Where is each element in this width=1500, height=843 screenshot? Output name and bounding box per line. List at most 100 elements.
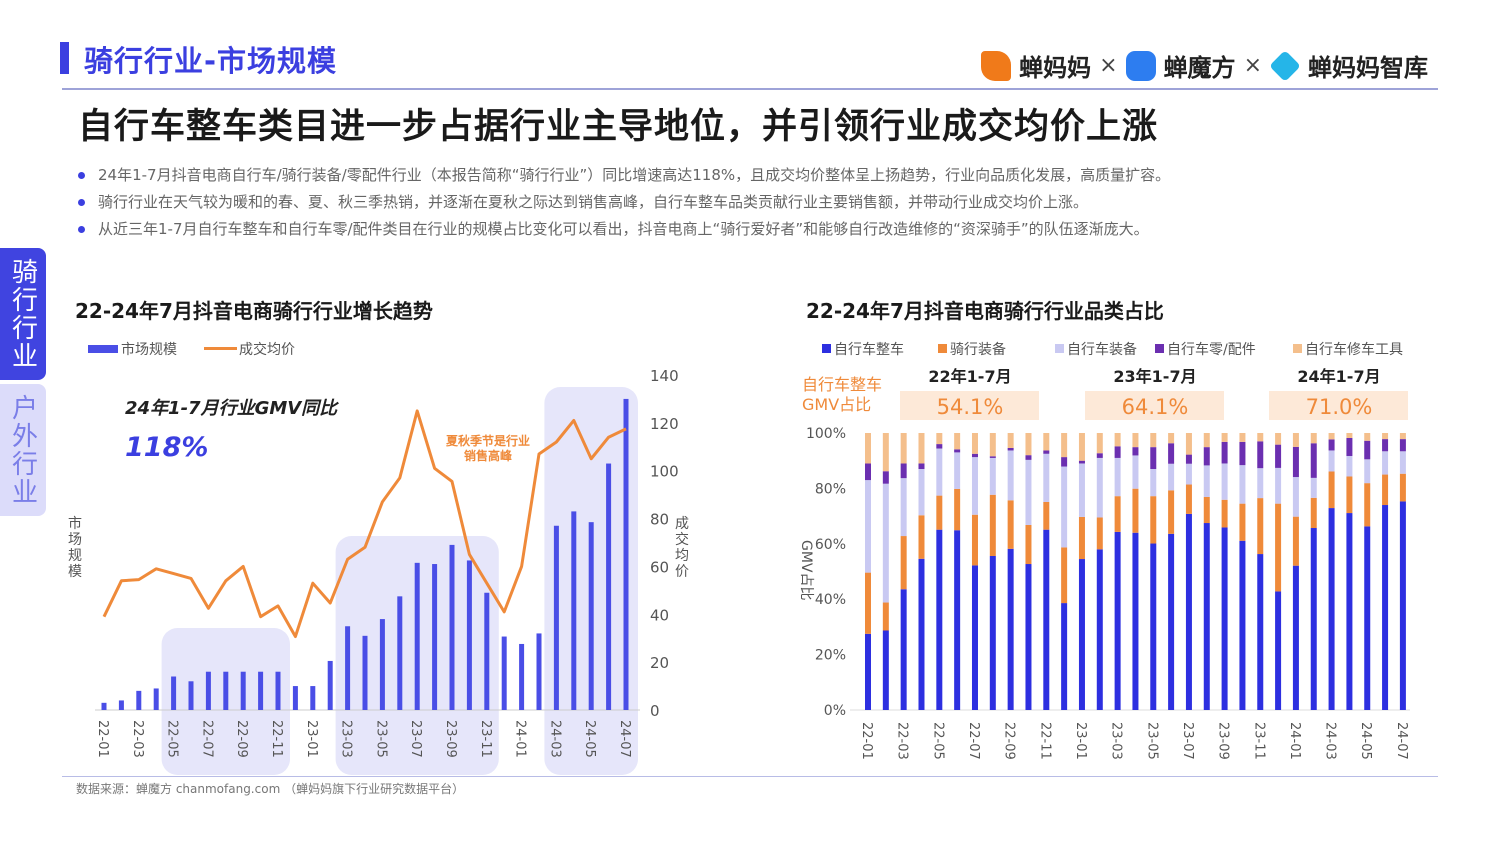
y-tick-label: 80%: [815, 481, 846, 497]
summary-label: 自行车整车: [802, 375, 882, 394]
side-tab-cycling[interactable]: 骑行行业: [0, 248, 46, 380]
y-axis-label-right: 交: [675, 531, 689, 548]
x-tick-label: 23-05: [1144, 722, 1159, 760]
growth-trend-chart: 0 20 40 60 80 100 120 140 22-01 22-03 22-05 22-07 22…: [68, 341, 689, 775]
x-tick-label: 22-03: [130, 720, 145, 758]
stacked-bar-segment: [1275, 444, 1282, 468]
stacked-bar-segment: [1025, 564, 1032, 710]
stacked-bar-segment: [1292, 446, 1299, 478]
y-axis-label-right: 价: [675, 564, 689, 580]
stacked-bar-segment: [1096, 453, 1103, 458]
stacked-bar-segment: [1025, 459, 1032, 525]
stacked-bar-segment: [1239, 433, 1246, 442]
stacked-bar-segment: [1043, 433, 1050, 451]
legend-label: 自行车装备: [1067, 341, 1137, 358]
stacked-bar-segment: [1239, 503, 1246, 541]
stacked-bar-segment: [865, 572, 871, 634]
stacked-bar-segment: [1275, 591, 1282, 710]
stacked-bar-segment: [1364, 459, 1371, 484]
stacked-bar-segment: [1061, 603, 1068, 710]
x-tick-label: 23-09: [1216, 722, 1231, 760]
y-axis-label-left: 场: [68, 532, 82, 548]
stacked-bar-segment: [936, 495, 943, 530]
stacked-bar-segment: [1132, 532, 1139, 710]
stacked-bar-segment: [1221, 527, 1228, 710]
gmv-callout-label: 24年1-7月行业GMV同比: [125, 398, 339, 419]
stacked-bar-segment: [1382, 505, 1389, 710]
stacked-bar-segment: [1096, 457, 1103, 518]
stacked-bar-segment: [1328, 508, 1335, 710]
bar-market-size: [449, 544, 455, 710]
right-chart-title: 22-24年7月抖音电商骑行行业品类占比: [806, 299, 1164, 323]
stacked-bar-segment: [1221, 433, 1228, 442]
x-tick-label: 22-01: [95, 720, 110, 758]
legend-swatch: [822, 344, 831, 353]
stacked-bar-segment: [882, 483, 889, 603]
y-tick-label: 20%: [815, 648, 846, 664]
legend-swatch-bar: [88, 345, 118, 353]
y-axis-label-right: 成: [675, 516, 689, 532]
stacked-bar-segment: [1239, 465, 1246, 504]
stacked-bar-segment: [1346, 513, 1353, 710]
bar-market-size: [101, 702, 107, 710]
annotation: 销售高峰: [464, 448, 513, 463]
stacked-bar-segment: [1257, 498, 1264, 555]
divider: [62, 776, 1438, 777]
annotation: 夏秋季节是行业: [446, 433, 530, 448]
stacked-bar-segment: [1292, 516, 1299, 566]
x-tick-label: 22-09: [234, 720, 249, 758]
bullet-item: 从近三年1-7月自行车整车和自行车零/配件类目在行业的规模占比变化可以看出，抖音…: [78, 216, 1170, 243]
bar-market-size: [571, 511, 577, 710]
stacked-bar-segment: [1346, 437, 1353, 456]
stacked-bar-segment: [900, 536, 907, 590]
stacked-bar-segment: [1203, 433, 1210, 448]
y-tick-label: 140: [650, 367, 679, 385]
stacked-bar-segment: [989, 456, 996, 458]
stacked-bar-segment: [1310, 528, 1317, 710]
stacked-bar-segment: [882, 433, 889, 472]
stacked-bar-segment: [1292, 565, 1299, 710]
bar-market-size: [188, 681, 194, 710]
y-tick-label: 40%: [815, 592, 846, 608]
stacked-bar-segment: [971, 453, 978, 458]
summary-box: [900, 391, 1039, 420]
stacked-bar-segment: [865, 463, 871, 481]
y-axis-label: GMV占比: [798, 540, 814, 601]
x-tick-label: 23-09: [443, 720, 458, 758]
stacked-bar-segment: [989, 555, 996, 710]
stacked-bar-segment: [1328, 471, 1335, 509]
bar-market-size: [118, 700, 124, 710]
stacked-bar-segment: [1382, 451, 1389, 475]
stacked-bar-segment: [1203, 523, 1210, 710]
summary-value: 71.0%: [1306, 395, 1373, 419]
summary-period: 24年1-7月: [1297, 367, 1380, 386]
stacked-bar-segment: [1025, 433, 1032, 456]
legend-label: 成交均价: [239, 341, 295, 358]
stacked-bar-segment: [900, 589, 907, 710]
y-axis-label-left: 规: [68, 548, 82, 564]
x-tick-label: 24-07: [1394, 722, 1409, 760]
stacked-bar-segment: [900, 433, 907, 464]
stacked-bar-segment: [882, 602, 889, 631]
x-tick-label: 24-03: [1323, 722, 1338, 760]
stacked-bar-segment: [1096, 433, 1103, 454]
stacked-bar-segment: [1399, 433, 1406, 440]
side-tab-outdoor[interactable]: 户外行业: [0, 384, 46, 516]
stacked-bar-segment: [1150, 469, 1157, 497]
stacked-bar-segment: [1007, 433, 1014, 448]
stacked-bar-segment: [1346, 455, 1353, 477]
separator: ×: [1243, 53, 1262, 78]
x-tick-label: 23-03: [1109, 722, 1124, 760]
stacked-bar-segment: [1257, 441, 1264, 469]
stacked-bar-segment: [1185, 454, 1192, 464]
headline: 自行车整车类目进一步占据行业主导地位，并引领行业成交均价上涨: [78, 107, 1159, 147]
summary-box: [1085, 391, 1224, 420]
stacked-bar-segment: [1382, 433, 1389, 440]
bar-market-size: [240, 671, 246, 710]
stacked-bar-segment: [918, 558, 925, 710]
section-title: 骑行行业-市场规模: [84, 44, 338, 78]
stacked-bar-segment: [936, 448, 943, 496]
chanmofang-logo-icon: [1125, 50, 1156, 81]
stacked-bar-segment: [954, 452, 961, 489]
stacked-bar-segment: [1364, 526, 1371, 710]
